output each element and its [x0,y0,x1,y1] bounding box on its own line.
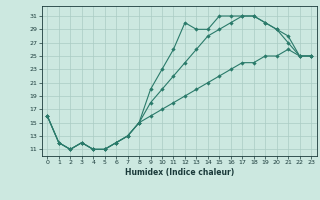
X-axis label: Humidex (Indice chaleur): Humidex (Indice chaleur) [124,168,234,177]
